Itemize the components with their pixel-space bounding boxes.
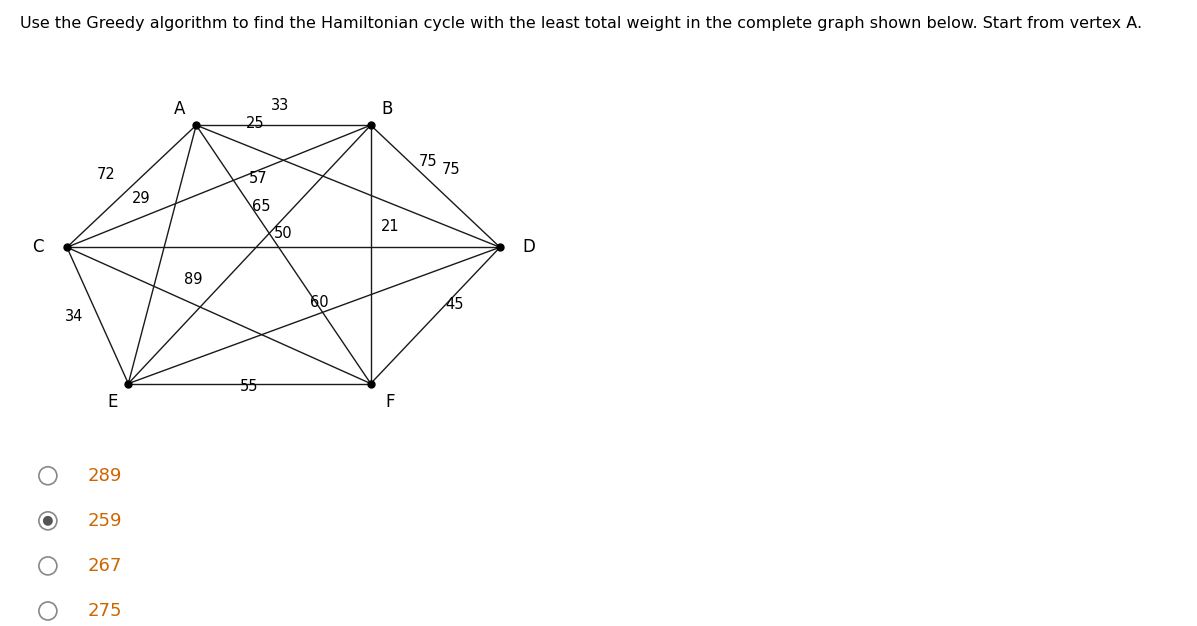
Text: 45: 45 — [445, 297, 463, 312]
Text: C: C — [32, 239, 43, 256]
Text: 267: 267 — [87, 557, 122, 575]
Text: 25: 25 — [245, 116, 265, 131]
Text: Use the Greedy algorithm to find the Hamiltonian cycle with the least total weig: Use the Greedy algorithm to find the Ham… — [20, 16, 1142, 31]
Text: 75: 75 — [442, 163, 461, 177]
Text: B: B — [381, 100, 393, 118]
Ellipse shape — [43, 516, 53, 526]
Text: 33: 33 — [271, 98, 290, 113]
Text: 72: 72 — [97, 167, 115, 182]
Text: 259: 259 — [87, 512, 122, 530]
Text: 55: 55 — [239, 379, 259, 394]
Text: 34: 34 — [65, 309, 83, 324]
Text: F: F — [385, 393, 395, 411]
Text: 75: 75 — [419, 155, 438, 169]
Text: 60: 60 — [310, 295, 329, 310]
Text: A: A — [175, 100, 186, 118]
Text: E: E — [107, 393, 117, 411]
Text: 275: 275 — [87, 602, 122, 620]
Text: D: D — [523, 239, 535, 256]
Text: 50: 50 — [274, 226, 293, 241]
Text: 21: 21 — [381, 220, 399, 234]
Text: 89: 89 — [184, 272, 202, 287]
Text: 57: 57 — [249, 171, 267, 185]
Text: 65: 65 — [253, 199, 271, 214]
Text: 289: 289 — [87, 467, 122, 485]
Text: 29: 29 — [133, 191, 151, 206]
